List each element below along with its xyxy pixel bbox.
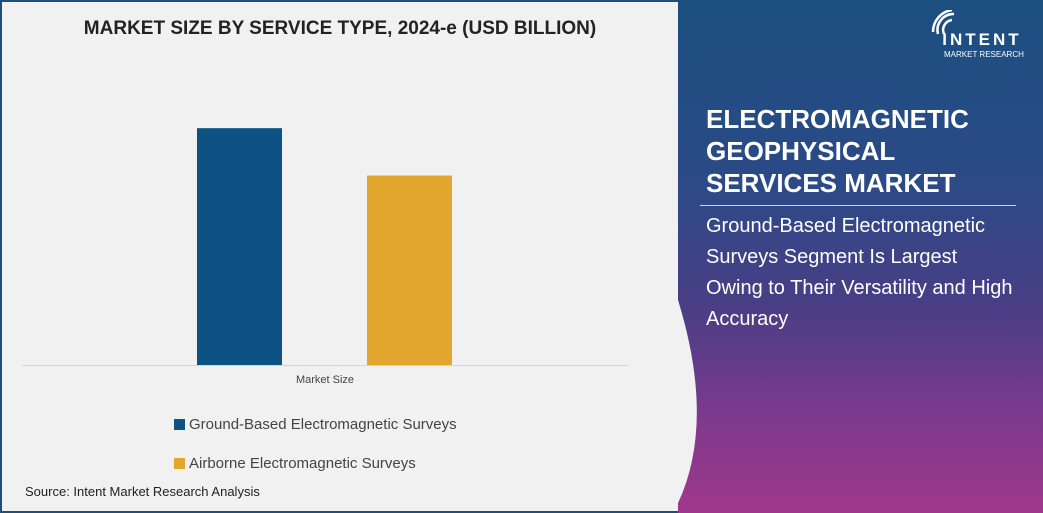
panel-curve: [678, 300, 697, 513]
intent-logo: INTENT MARKET RESEARCH: [930, 10, 1024, 59]
legend-item-airborne: Airborne Electromagnetic Surveys: [174, 455, 416, 472]
title-line: GEOPHYSICAL: [706, 136, 896, 166]
chart-title: MARKET SIZE BY SERVICE TYPE, 2024-e (USD…: [83, 18, 597, 39]
title-line: ELECTROMAGNETIC: [706, 104, 969, 134]
bar-airborne-electromagnetic-surveys: [367, 175, 452, 365]
logo-tagline: MARKET RESEARCH: [944, 50, 1024, 59]
divider: [700, 205, 1016, 206]
legend-label: Airborne Electromagnetic Surveys: [189, 455, 416, 472]
bar-ground-based-electromagnetic-surveys: [197, 128, 282, 365]
bar-chart: [22, 128, 628, 366]
title-line: SERVICES MARKET: [706, 168, 956, 198]
market-title: ELECTROMAGNETIC GEOPHYSICAL SERVICES MAR…: [706, 103, 969, 199]
chart-panel: [0, 0, 680, 513]
source-note: Source: Intent Market Research Analysis: [25, 484, 260, 499]
legend-swatch: [174, 419, 185, 430]
signal-icon: [931, 10, 955, 35]
market-subtitle: Ground-Based Electromagnetic Surveys Seg…: [706, 215, 1013, 330]
x-category-label: Market Size: [295, 374, 355, 386]
legend-label: Ground-Based Electromagnetic Surveys: [189, 416, 457, 433]
legend-item-ground: Ground-Based Electromagnetic Surveys: [174, 416, 457, 433]
logo-name: INTENT: [942, 30, 1022, 49]
legend-swatch: [174, 458, 185, 469]
info-panel: ELECTROMAGNETIC GEOPHYSICAL SERVICES MAR…: [678, 0, 1043, 513]
